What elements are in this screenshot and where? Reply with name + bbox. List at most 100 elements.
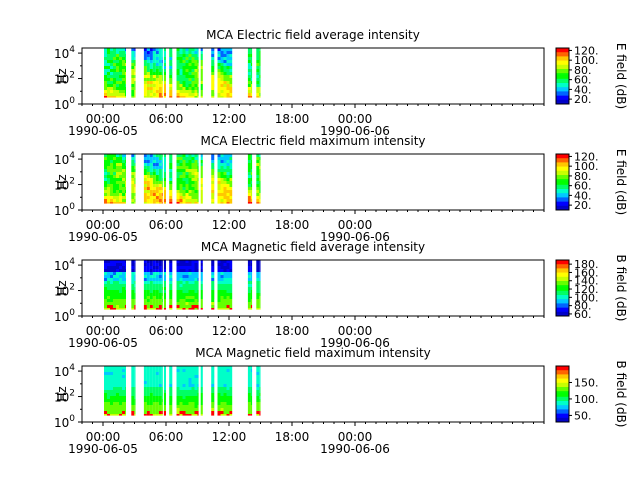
spectrogram-cell — [149, 263, 153, 266]
colorbar-cell — [556, 163, 569, 166]
spectrogram-cell — [146, 372, 150, 375]
spectrogram-cell — [250, 260, 253, 263]
spectrogram-cell — [229, 81, 233, 84]
spectrogram-cell — [200, 366, 203, 369]
spectrogram-cell — [116, 366, 119, 369]
spectrogram-cell — [220, 290, 224, 293]
spectrogram-cell — [131, 366, 135, 369]
spectrogram-cell — [247, 284, 251, 287]
spectrogram-cell — [247, 369, 251, 372]
spectrogram-cell — [223, 308, 227, 310]
spectrogram-cell — [163, 396, 166, 399]
spectrogram-cell — [116, 399, 119, 402]
spectrogram-cell — [185, 414, 189, 416]
spectrogram-cell — [163, 181, 166, 184]
spectrogram-cell — [116, 378, 119, 381]
spectrogram-cell — [152, 78, 156, 81]
spectrogram-cell — [226, 160, 230, 163]
spectrogram-cell — [134, 284, 136, 287]
spectrogram-cell — [259, 402, 261, 405]
spectrogram-cell — [104, 57, 107, 60]
spectrogram-cell — [169, 393, 173, 396]
spectrogram-cell — [188, 184, 192, 187]
spectrogram-cell — [211, 190, 215, 193]
spectrogram-cell — [149, 278, 153, 281]
spectrogram-cell — [229, 284, 233, 287]
spectrogram-cell — [220, 405, 224, 408]
spectrogram-cell — [107, 63, 110, 66]
spectrogram-cell — [247, 57, 251, 60]
spectrogram-cell — [259, 193, 261, 196]
spectrogram-cell — [163, 414, 166, 416]
spectrogram-cell — [217, 90, 221, 93]
spectrogram-cell — [226, 60, 230, 63]
spectrogram-cell — [131, 290, 135, 293]
spectrogram-cell — [163, 48, 166, 51]
x-tick-date-label: 1990-06-05 — [68, 442, 138, 456]
spectrogram-cell — [247, 296, 251, 299]
spectrogram-cell — [217, 263, 221, 266]
spectrogram-cell — [256, 48, 260, 51]
spectrogram-cell — [191, 169, 195, 172]
spectrogram-cell — [131, 96, 135, 98]
spectrogram-cell — [131, 305, 135, 308]
spectrogram-cell — [163, 281, 166, 284]
spectrogram-cell — [146, 57, 150, 60]
spectrogram-cell — [229, 408, 233, 411]
spectrogram-cell — [223, 90, 227, 93]
spectrogram-cell — [131, 381, 135, 384]
spectrogram-cell — [163, 393, 166, 396]
spectrogram-segment — [163, 154, 166, 204]
spectrogram-cell — [169, 260, 173, 263]
spectrogram-cell — [182, 187, 186, 190]
spectrogram-cell — [107, 57, 110, 60]
spectrogram-cell — [182, 172, 186, 175]
spectrogram-cell — [104, 396, 107, 399]
spectrogram-cell — [200, 90, 203, 93]
spectrogram-cell — [200, 296, 203, 299]
spectrogram-cell — [194, 184, 198, 187]
spectrogram-cell — [152, 263, 156, 266]
spectrogram-cell — [116, 196, 119, 199]
spectrogram-cell — [229, 78, 233, 81]
spectrogram-cell — [152, 284, 156, 287]
spectrogram-cell — [200, 290, 203, 293]
spectrogram-cell — [113, 178, 116, 181]
spectrogram-cell — [163, 84, 166, 87]
spectrogram-cell — [163, 381, 166, 384]
spectrogram-cell — [161, 381, 163, 384]
colorbar-cell — [556, 420, 569, 423]
spectrogram-cell — [104, 54, 107, 57]
spectrogram-cell — [116, 187, 119, 190]
spectrogram-cell — [220, 408, 224, 411]
spectrogram-cell — [247, 393, 251, 396]
spectrogram-cell — [110, 175, 113, 178]
spectrogram-cell — [146, 87, 150, 90]
spectrogram-cell — [200, 69, 203, 72]
spectrogram-cell — [226, 181, 230, 184]
spectrogram-cell — [155, 187, 159, 190]
spectrogram-cell — [194, 172, 198, 175]
spectrogram-cell — [107, 393, 110, 396]
spectrogram-cell — [176, 299, 180, 302]
spectrogram-cell — [223, 181, 227, 184]
colorbar-cell — [556, 398, 569, 400]
spectrogram-cell — [194, 369, 198, 372]
spectrogram-cell — [131, 181, 135, 184]
spectrogram-cell — [143, 90, 147, 93]
spectrogram-cell — [217, 366, 221, 369]
colorbar-cell — [556, 285, 569, 287]
spectrogram-cell — [250, 175, 253, 178]
spectrogram-cell — [220, 87, 224, 90]
spectrogram-cell — [197, 393, 199, 396]
spectrogram-cell — [104, 393, 107, 396]
spectrogram-cell — [226, 48, 230, 51]
spectrogram-cell — [104, 375, 107, 378]
spectrogram-cell — [113, 87, 116, 90]
spectrogram-cell — [256, 278, 260, 281]
spectrogram-cell — [188, 175, 192, 178]
spectrogram-cell — [223, 390, 227, 393]
spectrogram-cell — [143, 384, 147, 387]
spectrogram-cell — [223, 51, 227, 54]
spectrogram-cell — [116, 290, 119, 293]
